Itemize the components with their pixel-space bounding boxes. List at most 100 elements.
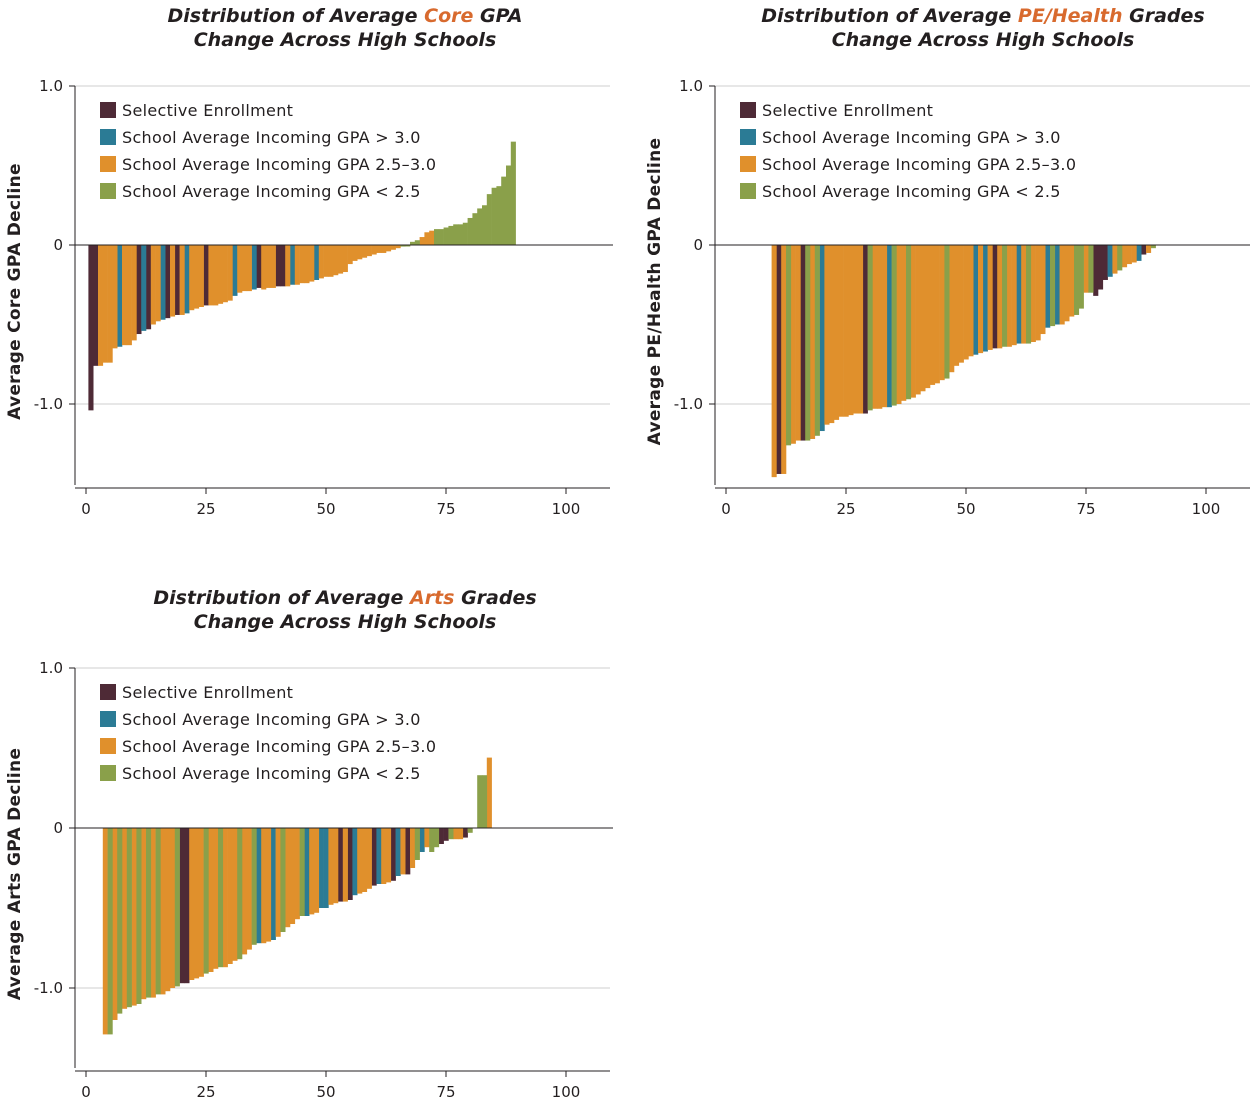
bar-lt25 xyxy=(126,828,132,1008)
bar-lt25 xyxy=(944,245,950,379)
y-tick-label: 0 xyxy=(53,236,63,254)
x-tick-label: 25 xyxy=(836,500,855,518)
chart-title-highlight: Arts xyxy=(408,587,454,609)
legend-label: School Average Incoming GPA < 2.5 xyxy=(122,182,421,201)
bar-gt30 xyxy=(395,828,401,876)
bar-gt30 xyxy=(270,828,276,940)
bar-lt25 xyxy=(906,245,912,400)
bar-mid xyxy=(371,245,377,255)
legend-label: School Average Incoming GPA < 2.5 xyxy=(122,764,421,783)
bar-lt25 xyxy=(472,213,478,245)
bar-mid xyxy=(834,245,840,420)
x-tick-label: 0 xyxy=(721,500,731,518)
bar-lt25 xyxy=(218,828,224,968)
bar-mid xyxy=(290,828,296,924)
bar-mid xyxy=(771,245,777,478)
bar-gt30 xyxy=(982,245,988,352)
bar-mid xyxy=(958,245,964,363)
bar-mid xyxy=(1064,245,1070,322)
bar-selective xyxy=(347,828,353,900)
bar-lt25 xyxy=(510,141,516,245)
bar-mid xyxy=(222,828,228,968)
bar-mid xyxy=(242,245,248,292)
chart-title-highlight: PE/Health xyxy=(1018,5,1123,27)
bar-gt30 xyxy=(290,245,296,285)
bar-lt25 xyxy=(251,828,257,945)
bar-mid xyxy=(1035,245,1041,341)
bar-mid xyxy=(362,245,368,258)
bar-lt25 xyxy=(1117,245,1123,271)
chart-pe-health: 1.0 0 -1.0 0 25 50 75 100 Average PE/Health GPA … xyxy=(640,0,1250,545)
bar-mid xyxy=(381,245,387,253)
bar-mid xyxy=(112,828,118,1020)
bar-mid xyxy=(314,828,320,913)
bar-mid xyxy=(294,828,300,920)
bar-mid xyxy=(790,245,796,444)
bar-lt25 xyxy=(400,245,406,247)
bar-lt25 xyxy=(299,828,305,916)
x-tick-label: 0 xyxy=(81,1083,91,1101)
bar-gt30 xyxy=(160,245,166,320)
bar-selective xyxy=(179,828,185,984)
bar-mid xyxy=(824,245,830,425)
bar-lt25 xyxy=(467,828,473,833)
bar-mid xyxy=(1083,245,1089,293)
bar-mid xyxy=(150,828,156,998)
bar-mid xyxy=(107,245,113,363)
bar-selective xyxy=(184,828,190,984)
bar-mid xyxy=(381,828,387,884)
x-tick-label: 25 xyxy=(196,500,215,518)
bar-mid xyxy=(419,237,425,245)
y-tick-label: 1.0 xyxy=(39,77,63,95)
bar-mid xyxy=(395,245,401,249)
bar-selective xyxy=(371,828,377,886)
bar-mid xyxy=(901,245,907,401)
chart-title-line-1: Distribution of Average Core GPA xyxy=(167,5,522,27)
bar-selective xyxy=(390,828,396,881)
bar-mid xyxy=(170,245,176,317)
bar-mid xyxy=(189,245,195,311)
legend-label: Selective Enrollment xyxy=(122,101,293,120)
bar-mid xyxy=(122,245,128,346)
bar-lt25 xyxy=(786,245,792,446)
legend-swatch-selective xyxy=(100,684,116,700)
bar-lt25 xyxy=(146,828,152,998)
plot-group: 1.0 0 -1.0 0 25 50 75 100 Average Arts GPA Decli… xyxy=(5,587,613,1101)
bar-mid xyxy=(208,828,214,972)
bar-mid xyxy=(160,828,166,995)
bar-lt25 xyxy=(1088,245,1094,293)
chart-core: 1.0 0 -1.0 0 25 50 75 100 Average Core GPA Decli… xyxy=(0,0,625,545)
bar-selective xyxy=(405,828,411,875)
bar-mid xyxy=(318,245,324,279)
bar-lt25 xyxy=(405,245,411,247)
legend-label: School Average Incoming GPA < 2.5 xyxy=(762,182,1061,201)
bar-mid xyxy=(362,828,368,892)
plot-group: 1.0 0 -1.0 0 25 50 75 100 Average PE/Health GPA … xyxy=(645,5,1250,518)
chart-core-svg: 1.0 0 -1.0 0 25 50 75 100 Average Core GPA Decli… xyxy=(5,5,613,518)
bar-mid xyxy=(232,828,238,961)
y-axis-label: Average Arts GPA Decline xyxy=(5,748,25,1000)
bar-mid xyxy=(810,245,816,439)
bar-lt25 xyxy=(414,240,420,245)
bar-lt25 xyxy=(1150,245,1156,249)
bar-lt25 xyxy=(438,229,444,245)
chart-title-line-2: Change Across High Schools xyxy=(194,29,497,51)
bar-mid xyxy=(882,245,888,408)
bar-gt30 xyxy=(1054,245,1060,325)
bar-mid xyxy=(170,828,176,988)
legend-label: School Average Incoming GPA > 3.0 xyxy=(762,128,1061,147)
bar-selective xyxy=(443,828,449,841)
bar-mid xyxy=(486,757,492,828)
y-tick-label: 0 xyxy=(53,819,63,837)
bar-mid xyxy=(194,828,200,979)
bar-mid xyxy=(1131,245,1137,263)
bar-mid xyxy=(98,245,104,366)
bar-mid xyxy=(934,245,940,384)
legend-label: School Average Incoming GPA 2.5–3.0 xyxy=(122,737,436,756)
bar-lt25 xyxy=(174,828,180,987)
bar-mid xyxy=(294,245,300,285)
bar-mid xyxy=(987,245,993,350)
bar-mid xyxy=(858,245,864,414)
bar-mid xyxy=(853,245,859,414)
bar-selective xyxy=(1141,245,1147,255)
